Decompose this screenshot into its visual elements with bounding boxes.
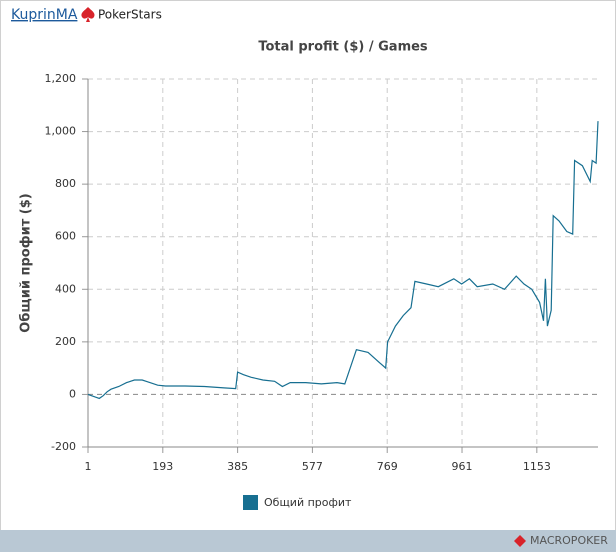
y-tick-label: 1,000 [45,125,77,138]
footer-bar [0,530,616,552]
site-name: PokerStars [98,8,162,22]
y-tick-label: 400 [55,282,76,295]
x-tick-label: 769 [377,460,398,473]
y-tick-label: 1,200 [45,72,77,85]
y-tick-label: 800 [55,177,76,190]
x-tick-label: 1 [85,460,92,473]
x-tick-label: 1153 [523,460,551,473]
series-line [87,121,599,400]
chart-title: Total profit ($) / Games [258,40,428,55]
y-axis-label: Общий профит ($) [19,193,34,332]
y-tick-label: 200 [55,335,76,348]
footer-brand: MACROPOKER [530,534,608,547]
footer-logo [514,535,526,547]
x-tick-label: 961 [452,460,473,473]
y-tick-label: 0 [69,387,76,400]
x-tick-label: 385 [227,460,248,473]
y-tick-label: 600 [55,230,76,243]
site-logo [81,7,95,22]
x-tick-label: 193 [152,460,173,473]
legend-swatch [243,495,258,510]
user-link[interactable]: KuprinMA [11,7,78,23]
y-tick-label: -200 [51,440,76,453]
x-tick-label: 577 [302,460,323,473]
legend-label: Общий профит [264,496,352,509]
